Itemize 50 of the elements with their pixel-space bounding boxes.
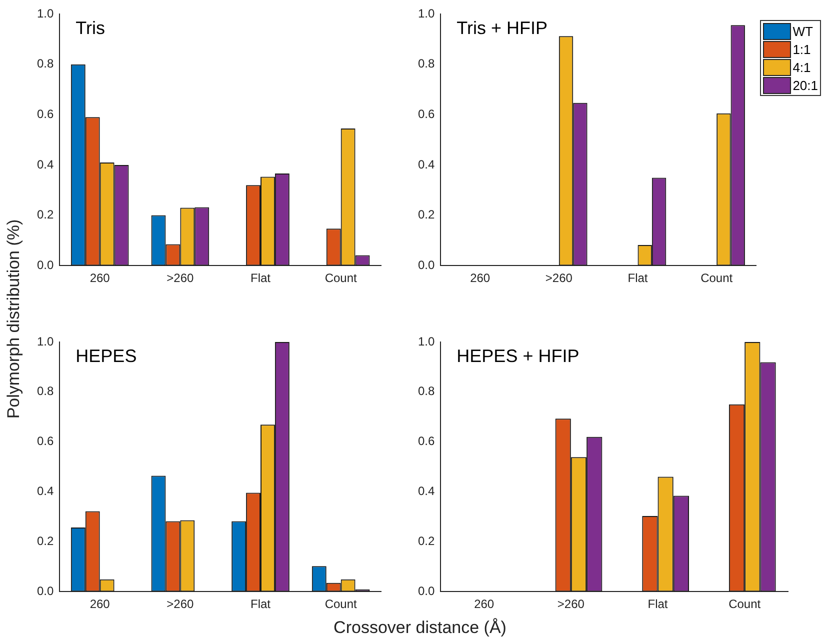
x-tick-label: >260 (166, 597, 194, 612)
x-tick-label: Count (728, 597, 762, 612)
x-tick-label: 260 (90, 271, 110, 286)
y-tick-label: 0.4 (36, 484, 54, 498)
y-tick-label: 0.6 (418, 106, 435, 121)
chart-title: Tris (76, 18, 105, 39)
y-tick-label: 0.4 (36, 157, 54, 172)
x-tick-label: Count (700, 271, 734, 286)
chart-title: HEPES (76, 346, 137, 367)
x-tick-label: >260 (557, 597, 585, 612)
y-tick-label: 1.0 (418, 6, 435, 20)
legend-label: 1:1 (792, 42, 811, 56)
y-tick-label: 0.6 (36, 434, 54, 448)
y-tick-label: 0.8 (418, 384, 435, 398)
y-tick-label: 0.4 (418, 157, 435, 172)
y-tick-label: 0.0 (418, 584, 435, 598)
y-tick-label: 0.6 (418, 434, 435, 448)
x-tick-label: Flat (648, 597, 668, 612)
y-tick-label: 0.6 (36, 106, 54, 121)
x-tick-label: 260 (90, 597, 110, 612)
chart-title: HEPES + HFIP (456, 346, 580, 367)
x-tick-label: Count (324, 597, 358, 612)
y-tick-label: 0.2 (418, 208, 435, 222)
legend-label: 20:1 (792, 78, 818, 92)
y-tick-label: 0.2 (418, 534, 435, 548)
y-tick-label: 1.0 (36, 334, 54, 348)
legend-label: 4:1 (792, 60, 811, 74)
y-tick-label: 0.0 (36, 258, 54, 272)
y-tick-label: 1.0 (418, 334, 435, 348)
chart-title: Tris + HFIP (456, 18, 548, 39)
legend-label: WT (792, 24, 813, 38)
y-axis-title: Polymorph distribution (%) (4, 219, 24, 419)
y-tick-label: 0.0 (36, 584, 54, 598)
x-tick-label: Flat (250, 271, 272, 286)
y-tick-label: 0.0 (418, 258, 435, 272)
x-tick-label: Flat (628, 271, 648, 286)
y-tick-label: 0.2 (36, 534, 54, 548)
y-tick-label: 0.8 (418, 56, 435, 71)
x-tick-label: >260 (166, 271, 194, 286)
x-axis-title: Crossover distance (Å) (334, 618, 506, 638)
y-tick-label: 1.0 (36, 6, 54, 20)
y-tick-label: 0.8 (36, 56, 54, 71)
x-tick-label: Count (324, 271, 358, 286)
x-tick-label: 260 (470, 271, 490, 286)
y-tick-label: 0.2 (36, 208, 54, 222)
y-tick-label: 0.4 (418, 484, 435, 498)
x-tick-label: Flat (250, 597, 272, 612)
x-tick-label: 260 (474, 597, 494, 612)
x-tick-label: >260 (545, 271, 573, 286)
y-tick-label: 0.8 (36, 384, 54, 398)
